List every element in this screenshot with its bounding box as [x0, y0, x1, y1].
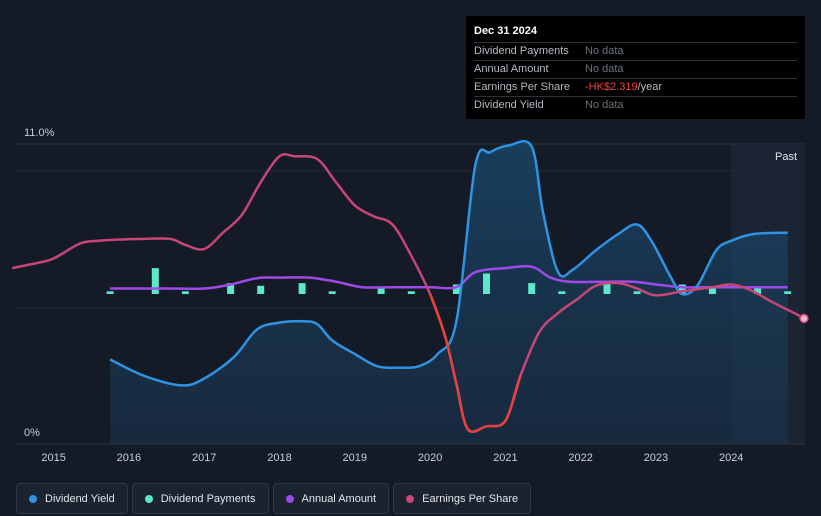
x-tick-label-2023: 2023 — [644, 452, 668, 464]
tooltip-row-earnings-per-share: Earnings Per Share -HK$2.319/year — [474, 78, 797, 96]
legend-label: Dividend Yield — [45, 492, 115, 505]
dividend-payment-bar — [784, 291, 792, 294]
dividend-payment-bar — [603, 283, 611, 294]
x-tick-label-2018: 2018 — [267, 452, 291, 464]
tooltip-label: Dividend Payments — [474, 45, 569, 57]
legend-label: Earnings Per Share — [422, 492, 519, 505]
x-tick-label-2020: 2020 — [418, 452, 442, 464]
dividend-payment-bar — [528, 283, 536, 294]
dividend-payment-bar — [558, 291, 566, 294]
tooltip-value: No data — [585, 45, 624, 57]
x-tick-label-2015: 2015 — [41, 452, 65, 464]
x-tick-label-2022: 2022 — [568, 452, 592, 464]
dividend-payment-bar — [106, 291, 114, 294]
tooltip-unit: /year — [637, 81, 663, 93]
x-tick-label-2019: 2019 — [343, 452, 367, 464]
annual-amount-line — [110, 264, 788, 291]
x-tick-label-2016: 2016 — [117, 452, 141, 464]
legend-label: Dividend Payments — [160, 492, 256, 505]
earnings-per-share-line — [11, 153, 806, 433]
dividend-payment-bar — [483, 273, 490, 294]
tooltip-label: Annual Amount — [474, 63, 549, 75]
legend-item-annual-amount[interactable]: Annual Amount — [272, 483, 390, 514]
dividend-payment-bar — [452, 284, 460, 294]
tooltip-label: Earnings Per Share — [474, 81, 570, 93]
tooltip-row-dividend-payments: Dividend Payments No data — [474, 42, 797, 60]
annual-amount-dot-icon — [285, 494, 294, 503]
dividend-payment-bar — [227, 283, 235, 294]
tooltip-label: Dividend Yield — [474, 99, 544, 111]
x-tick-label-2017: 2017 — [192, 452, 216, 464]
dividend-payment-bar — [181, 291, 189, 294]
tooltip-value: No data — [585, 99, 624, 111]
dividend-payment-bar — [708, 288, 716, 294]
earnings-per-share-decline-line — [428, 293, 522, 433]
legend-item-earnings-per-share[interactable]: Earnings Per Share — [393, 483, 532, 514]
past-label: Past — [775, 151, 797, 163]
dividend-payment-bar — [377, 288, 385, 294]
dividend-yield-area — [110, 141, 788, 444]
tooltip-value: No data — [585, 63, 624, 75]
dividend-payment-bar — [298, 283, 306, 294]
dividend-payment-bar — [407, 291, 415, 294]
dividend-payments-dot-icon — [144, 494, 153, 503]
tooltip-row-annual-amount: Annual Amount No data — [474, 60, 797, 78]
legend: Dividend Yield Dividend Payments Annual … — [16, 483, 532, 514]
tooltip-row-dividend-yield: Dividend Yield No data — [474, 96, 797, 114]
x-tick-label-2024: 2024 — [719, 452, 743, 464]
tooltip-value: -HK$2.319 — [585, 81, 638, 93]
dividend-yield-dot-icon — [29, 494, 37, 503]
earnings-per-share-endpoint — [799, 313, 809, 324]
dividend-payment-bar — [754, 288, 762, 294]
legend-label: Annual Amount — [301, 492, 377, 505]
dividend-payment-bar — [257, 285, 265, 294]
dividend-payment-bar — [328, 291, 336, 294]
dividend-payment-bar — [678, 284, 686, 294]
y-axis-bottom-label: 0% — [24, 427, 40, 439]
earnings-per-share-dot-icon — [406, 494, 415, 503]
tooltip-date: Dec 31 2024 — [474, 25, 537, 37]
y-axis-top-label: 11.0% — [24, 127, 55, 139]
dividend-yield-line — [109, 139, 788, 387]
tooltip: Dec 31 2024 Dividend Payments No data An… — [466, 16, 805, 119]
dividend-payment-bar — [633, 291, 641, 294]
legend-item-dividend-yield[interactable]: Dividend Yield — [16, 483, 128, 514]
dividend-payment-bar — [151, 268, 159, 294]
x-tick-label-2021: 2021 — [493, 452, 517, 464]
legend-item-dividend-payments[interactable]: Dividend Payments — [131, 483, 269, 514]
